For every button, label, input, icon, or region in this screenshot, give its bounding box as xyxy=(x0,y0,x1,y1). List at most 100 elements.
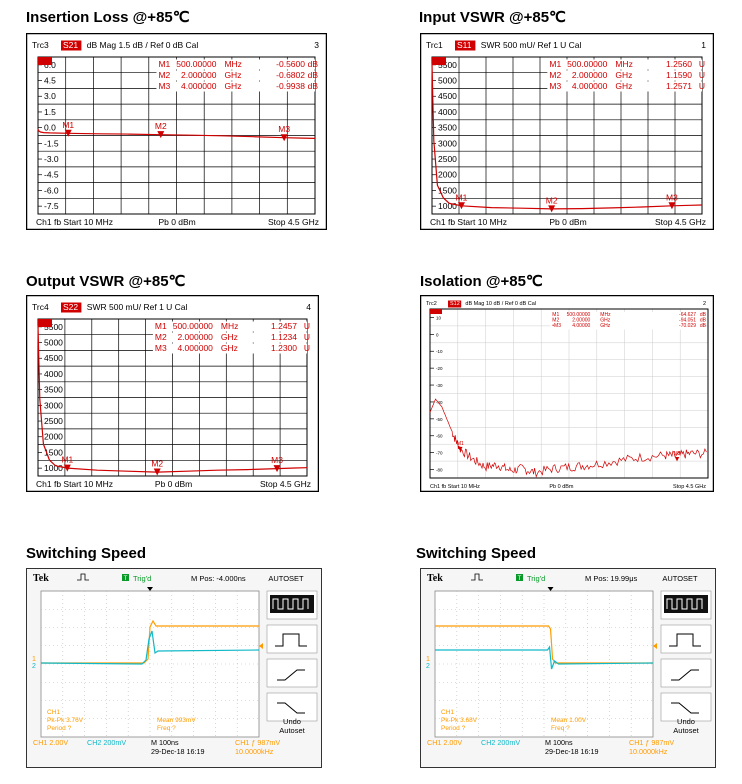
switching-speed-title-2: Switching Speed xyxy=(416,545,537,562)
marker-table-name: M3 xyxy=(155,343,167,353)
marker-label: M1 xyxy=(456,192,468,202)
input-vswr-chart: Trc1 S11 SWR 500 mU/ Ref 1 U Cal 1 5500 5000 4… xyxy=(420,33,714,230)
autoset-option-3 xyxy=(266,692,318,722)
y-tick-label: -10 xyxy=(436,349,443,354)
markers: M1 M2 M3 xyxy=(61,455,283,476)
marker-table-freq: 500.00000 xyxy=(173,321,213,331)
format-label: dB Mag 1.5 dB / Ref 0 dB Cal xyxy=(87,40,199,50)
marker-table-unit: GHz xyxy=(615,81,632,91)
marker-table-freq: 4.000000 xyxy=(181,81,217,91)
autoset-label: AUTOSET xyxy=(662,574,698,583)
trigger-level-icon xyxy=(653,643,657,649)
marker-table-name: M1 xyxy=(155,321,167,331)
marker-table-name: M1 xyxy=(158,59,170,69)
trace-line xyxy=(431,63,703,210)
ref-badge xyxy=(38,57,52,65)
marker-table-name: M2 xyxy=(155,332,167,342)
format-label: dB Mag 10 dB / Ref 0 dB Cal xyxy=(465,301,536,307)
undo-label: Undo xyxy=(283,717,301,726)
marker-table-value: 1.2457 xyxy=(271,321,297,331)
markers: M1 M2 M3 xyxy=(456,192,678,213)
horizontal-position: M Pos: -4.000ns xyxy=(191,574,246,583)
measurement-left: CH1 xyxy=(47,709,60,716)
marker-table-vunit: dB xyxy=(308,81,319,91)
marker-m3 xyxy=(280,134,288,142)
y-tick-label: 5000 xyxy=(438,76,457,86)
marker-m3 xyxy=(674,457,680,462)
marker-table-name: M2 xyxy=(552,318,559,324)
measurement-left: Period ? xyxy=(47,725,72,732)
footer-start: Ch1 fb Start 10 MHz xyxy=(430,217,507,227)
marker-label: M3 xyxy=(666,192,678,202)
trig-status-glyph: T xyxy=(124,576,128,582)
plot-border xyxy=(37,318,308,477)
ch2-waveform xyxy=(40,630,260,665)
run-indicator-icon xyxy=(471,573,483,581)
marker-table-freq: 4.000000 xyxy=(572,81,608,91)
param-label: S22 xyxy=(63,302,78,312)
marker-table-bg xyxy=(550,312,702,319)
footer-start: Ch1 fb Start 10 MHz xyxy=(36,217,113,227)
trace-label: Trc4 xyxy=(32,302,49,312)
y-tick-label: 4500 xyxy=(438,91,457,101)
marker-table-name: M2 xyxy=(549,70,561,80)
ch1-marker: 1 xyxy=(426,656,430,663)
plot-border xyxy=(431,56,703,215)
marker-table-unit: MHz xyxy=(221,321,238,331)
footer-stop: Stop 4.5 GHz xyxy=(260,479,311,489)
trigger-frequency: 10.0000kHz xyxy=(235,747,274,756)
marker-table-value: -0.6802 xyxy=(276,70,305,80)
ch2-scale: CH2 200mV xyxy=(481,738,520,747)
autoset-option-1 xyxy=(266,624,318,654)
marker-table-unit: GHz xyxy=(600,323,611,329)
y-tick-label: 5000 xyxy=(44,338,63,348)
marker-table-unit: GHz xyxy=(224,70,241,80)
measurement-mid: Mean 1.00V xyxy=(551,717,587,724)
marker-table-unit: MHz xyxy=(615,59,632,69)
trig-status-label: Trig'd xyxy=(133,574,151,583)
trig-status-icon xyxy=(516,574,523,581)
marker-table-bg xyxy=(547,81,702,92)
marker-table-unit: GHz xyxy=(224,81,241,91)
trace-line xyxy=(37,128,316,139)
ch2-scale: CH2 200mV xyxy=(87,738,126,747)
ch2-waveform xyxy=(435,645,654,670)
marker-table-freq: 2.000000 xyxy=(572,70,608,80)
single-pulse-icon xyxy=(669,633,701,647)
marker-table-name: M3 xyxy=(158,81,170,91)
marker-label: M3 xyxy=(278,124,290,134)
marker-table-bg xyxy=(156,70,315,81)
footer-stop: Stop 4.5 GHz xyxy=(655,217,706,227)
output-vswr-chart: Trc4 S22 SWR 500 mU/ Ref 1 U Cal 4 5500 5000 4… xyxy=(26,295,319,492)
marker-table-freq: 500.00000 xyxy=(176,59,216,69)
marker-table-name: •M3 xyxy=(552,323,561,329)
scope-brand: Tek xyxy=(33,573,49,584)
rising-edge-icon xyxy=(671,669,699,681)
trig-status-label: Trig'd xyxy=(527,574,545,583)
trig-status-glyph: T xyxy=(518,576,522,582)
measurement-mid: Freq ? xyxy=(157,725,176,732)
footer-power: Pb 0 dBm xyxy=(549,484,574,490)
marker-table-freq: 500.00000 xyxy=(567,59,607,69)
timebase: M 100ns xyxy=(545,738,573,747)
marker-m1 xyxy=(64,129,72,137)
marker-table-unit: GHz xyxy=(221,343,238,353)
trigger-position-icon xyxy=(147,587,153,591)
switching-speed-scope-1: Tek T Trig'd M Pos: -4.000ns AUTOSET 1 2 CH1 Pk-… xyxy=(26,568,322,768)
y-tick-label: 3000 xyxy=(44,400,63,410)
marker-table-name: M2 xyxy=(158,70,170,80)
y-tick-label: -70 xyxy=(436,451,443,456)
trace-label: Trc3 xyxy=(32,40,49,50)
format-label: SWR 500 mU/ Ref 1 U Cal xyxy=(87,302,188,312)
marker-label: M2 xyxy=(155,121,167,131)
marker-table-value: -70.029 xyxy=(679,323,696,329)
marker-table-value: -94.051 xyxy=(679,318,696,324)
footer-power: Pb 0 dBm xyxy=(549,217,586,227)
isolation-title: Isolation @+85℃ xyxy=(420,273,543,290)
marker-table-bg xyxy=(156,59,315,70)
insertion-loss-title: Insertion Loss @+85℃ xyxy=(26,9,190,26)
marker-label: M3 xyxy=(674,451,681,457)
y-tick-label: 5500 xyxy=(44,322,63,332)
